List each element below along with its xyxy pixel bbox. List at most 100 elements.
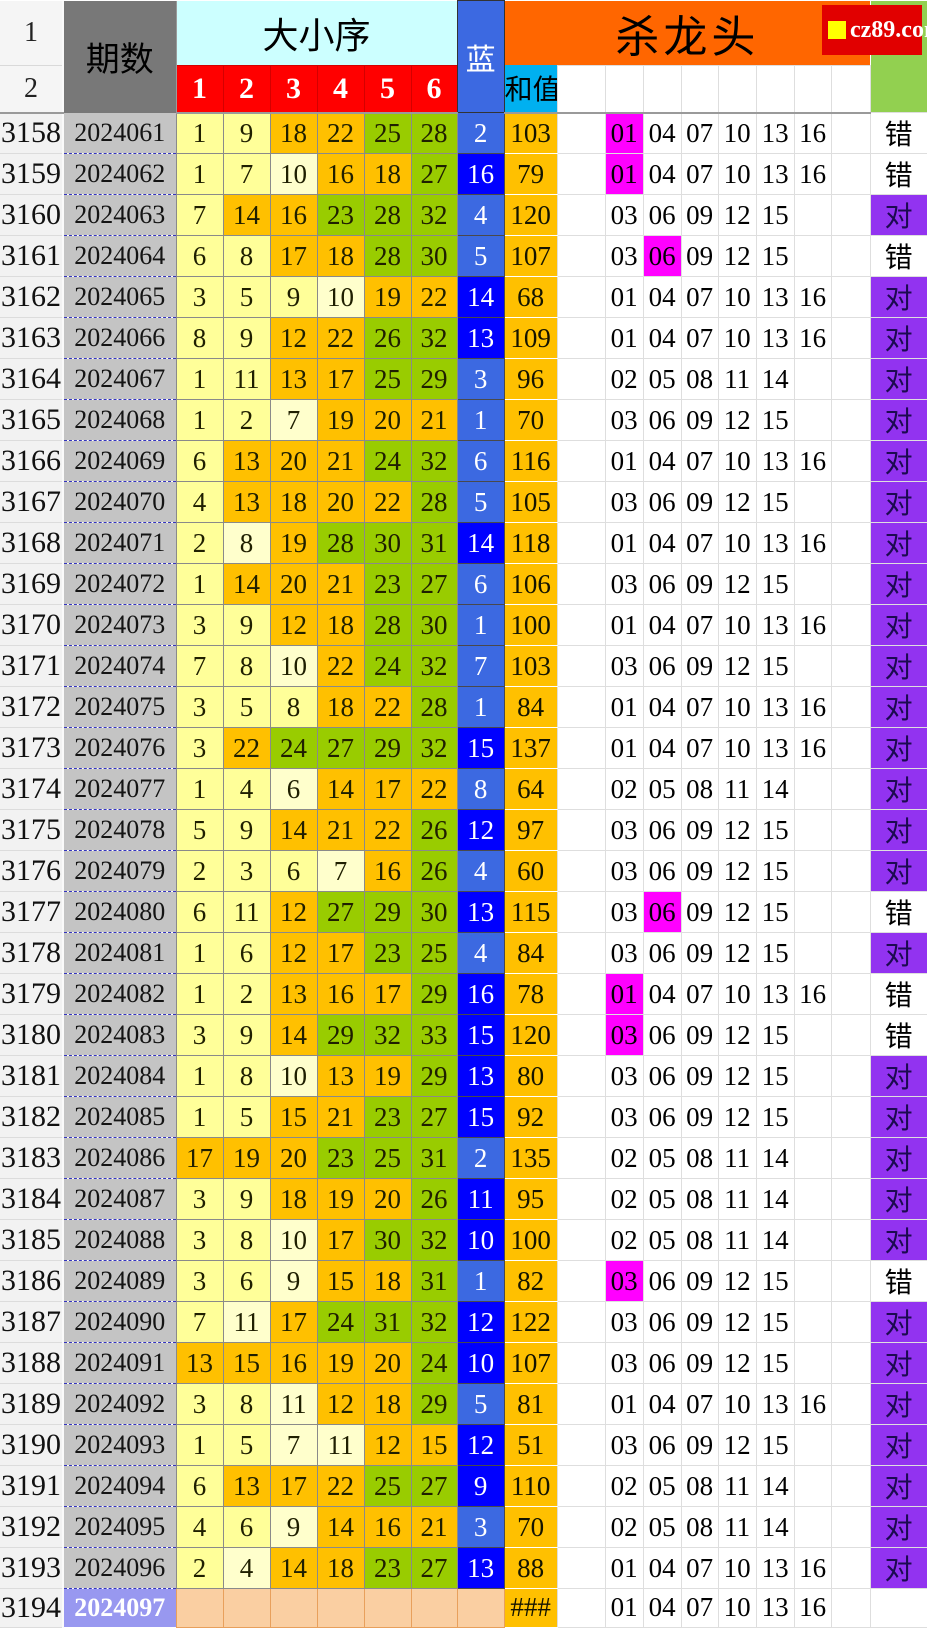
kill-number-cell: 09 (680, 1260, 719, 1302)
ball-cell-2: 13 (222, 1465, 271, 1507)
ball-cell-3: 12 (269, 604, 318, 646)
kill-number-cell: 09 (680, 563, 719, 605)
ball-cell-6: 26 (410, 809, 458, 851)
ball-cell-6: 26 (410, 1178, 458, 1220)
kill-number-cell: 07 (680, 686, 719, 728)
kill-number-cell: 01 (604, 153, 644, 195)
ball-cell-2: 11 (222, 1301, 271, 1343)
sum-cell: 107 (504, 235, 558, 277)
kill-number-cell: 08 (680, 1178, 719, 1220)
result-cell: 错 (869, 973, 927, 1015)
ball-cell-4: 18 (316, 686, 365, 728)
ball-cell-1: 1 (175, 112, 224, 154)
kill-number-cell (793, 1465, 832, 1507)
kill-number-cell: 10 (717, 973, 757, 1015)
kill-number-cell: 03 (604, 194, 644, 236)
ball-cell-1: 4 (175, 481, 224, 523)
blue-ball-cell: 4 (456, 850, 505, 892)
result-cell: 对 (869, 1055, 927, 1097)
spacer-cell (830, 1506, 871, 1548)
ball-cell-5: 16 (363, 1506, 412, 1548)
ball-cell-2: 6 (222, 932, 271, 974)
ball-cell-4: 16 (316, 973, 365, 1015)
period-cell: 2024086 (63, 1137, 176, 1179)
ball-cell-1: 4 (175, 1506, 224, 1548)
row-number: 3168 (0, 522, 64, 564)
site-logo[interactable]: cz89.com (822, 5, 927, 55)
kill-number-cell (793, 563, 832, 605)
ball-cell-3: 17 (269, 235, 318, 277)
kill-number-cell: 16 (793, 727, 832, 769)
kill-number-cell (793, 1096, 832, 1138)
blue-ball-cell: 6 (456, 440, 505, 482)
kill-number-cell: 07 (680, 112, 719, 154)
period-cell: 2024074 (63, 645, 176, 687)
sum-cell: 105 (504, 481, 558, 523)
kill-number-cell: 04 (642, 1588, 682, 1628)
ball-cell-2: 2 (222, 973, 271, 1015)
spacer-cell (556, 809, 606, 851)
row-number: 3158 (0, 112, 64, 154)
ball-cell-3: 24 (269, 727, 318, 769)
ball-col-header-2: 2 (222, 64, 271, 114)
kill-number-cell: 12 (717, 891, 757, 933)
kill-number-cell: 04 (642, 1383, 682, 1425)
blue-ball-cell: 12 (456, 1424, 505, 1466)
kill-number-cell: 16 (793, 1588, 832, 1628)
row-number: 3163 (0, 317, 64, 359)
period-cell: 2024094 (63, 1465, 176, 1507)
kill-number-cell: 01 (604, 440, 644, 482)
row-number: 3172 (0, 686, 64, 728)
kill-number-cell: 03 (604, 932, 644, 974)
spacer-cell (556, 153, 606, 195)
ball-cell-5: 29 (363, 727, 412, 769)
ball-cell-1: 3 (175, 276, 224, 318)
ball-cell-6: 22 (410, 768, 458, 810)
row-number: 3171 (0, 645, 64, 687)
blue-ball-cell: 14 (456, 522, 505, 564)
period-cell: 2024091 (63, 1342, 176, 1384)
kill-number-cell: 16 (793, 686, 832, 728)
row-number: 3170 (0, 604, 64, 646)
table-row: 3184 2024087 3 9 18 19 20 26 11 95 02 05 08 11 14 对 (0, 1178, 927, 1220)
table-row: 3162 2024065 3 5 9 10 19 22 14 68 01 04 07 10 13 16 对 (0, 276, 927, 318)
ball-cell-5: 24 (363, 645, 412, 687)
result-cell: 错 (869, 153, 927, 195)
spacer-cell (830, 194, 871, 236)
kill-number-cell: 16 (793, 317, 832, 359)
spacer-cell (556, 235, 606, 277)
period-cell: 2024071 (63, 522, 176, 564)
ball-cell-3: 18 (269, 1178, 318, 1220)
spacer-cell (830, 932, 871, 974)
sum-cell: 51 (504, 1424, 558, 1466)
ball-cell-5: 25 (363, 112, 412, 154)
period-cell: 2024085 (63, 1096, 176, 1138)
ball-cell-3: 19 (269, 522, 318, 564)
ball-cell-2: 5 (222, 1096, 271, 1138)
spacer-cell (830, 686, 871, 728)
kill-number-cell: 15 (755, 932, 795, 974)
blue-ball-cell: 13 (456, 1055, 505, 1097)
kill-number-cell: 15 (755, 1342, 795, 1384)
kill-number-cell: 09 (680, 1342, 719, 1384)
kill-number-cell: 11 (717, 1465, 757, 1507)
ball-cell-5: 29 (363, 891, 412, 933)
kill-number-cell: 03 (604, 1260, 644, 1302)
ball-cell-2: 8 (222, 645, 271, 687)
ball-cell-4: 14 (316, 768, 365, 810)
kill-number-cell: 09 (680, 481, 719, 523)
spacer-cell (556, 276, 606, 318)
ball-cell-3: 7 (269, 399, 318, 441)
row-number: 3193 (0, 1547, 64, 1589)
spacer-cell (830, 645, 871, 687)
table-row: 3172 2024075 3 5 8 18 22 28 1 84 01 04 07 10 13 16 对 (0, 686, 927, 728)
corner-row-1: 1 (0, 0, 64, 66)
row-number: 3185 (0, 1219, 64, 1261)
ball-cell-2: 9 (222, 112, 271, 154)
ball-cell-1: 3 (175, 1178, 224, 1220)
ball-cell-2: 6 (222, 1506, 271, 1548)
ball-cell-3: 20 (269, 440, 318, 482)
ball-cell-1: 3 (175, 1260, 224, 1302)
table-row: 3181 2024084 1 8 10 13 19 29 13 80 03 06 09 12 15 对 (0, 1055, 927, 1097)
result-cell: 错 (869, 112, 927, 154)
